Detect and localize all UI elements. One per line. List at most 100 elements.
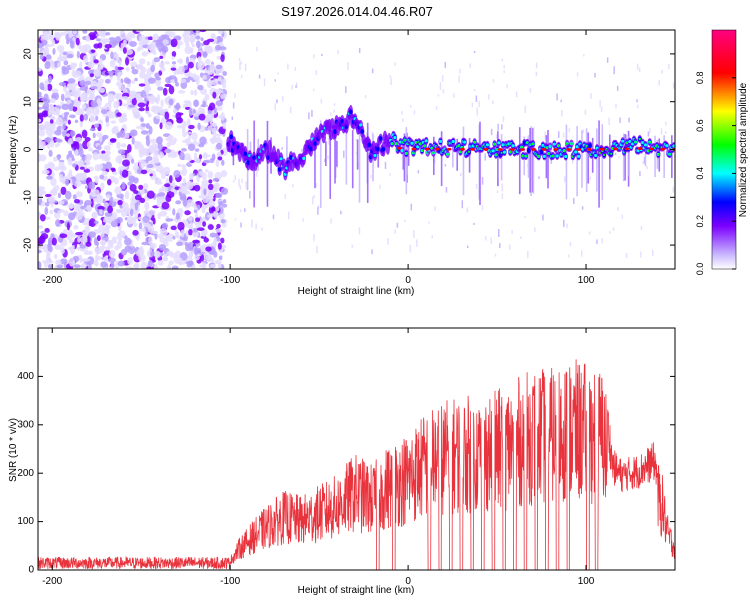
heatmap-signal-inner	[628, 140, 632, 144]
heatmap-signal-peak	[419, 142, 422, 145]
heatmap-signal-peak	[509, 150, 512, 154]
heatmap-faint-cell	[471, 102, 474, 108]
heatmap-noise-cell	[183, 121, 187, 128]
heatmap-signal-peak	[565, 142, 569, 145]
heatmap-noise-cell	[44, 137, 52, 143]
heatmap-faint-cell	[535, 71, 538, 77]
heatmap-noise-cell	[216, 136, 221, 144]
heatmap-faint-cell	[416, 239, 418, 247]
heatmap-noise-cell	[196, 227, 205, 231]
heatmap-noise-cell	[94, 254, 99, 263]
heatmap-noise-cell	[194, 148, 200, 152]
heatmap-noise-cell	[116, 99, 120, 108]
heatmap-noise-cell	[92, 107, 100, 117]
heatmap-noise-cell	[66, 83, 72, 89]
heatmap-noise-cell	[88, 181, 96, 190]
heatmap-noise-cell	[140, 169, 148, 175]
heatmap-peak-red	[446, 147, 452, 151]
heatmap-noise-cell	[171, 50, 177, 58]
heatmap-noise-cell	[79, 166, 85, 170]
heatmap-noise-cell	[125, 49, 134, 55]
heatmap-faint-cell	[473, 50, 476, 53]
heatmap-noise-cell	[177, 66, 181, 75]
heatmap-noise-cell	[163, 166, 171, 175]
heatmap-faint-cell	[625, 252, 628, 258]
heatmap-faint-cell	[466, 207, 469, 213]
heatmap-noise-cell	[176, 241, 183, 247]
heatmap-noise-cell	[89, 116, 96, 123]
heatmap-faint-cell	[506, 84, 508, 89]
heatmap-noise-cell	[197, 56, 202, 63]
heatmap-noise-cell	[187, 143, 196, 152]
heatmap-noise-cell	[57, 138, 63, 143]
heatmap-noise-cell	[82, 104, 86, 111]
colorbar: 0.0 0.2 0.4 0.6 0.8 Normalized spectral ampl…	[695, 29, 749, 275]
heatmap-noise-cell	[205, 169, 209, 173]
heatmap-faint-cell	[568, 128, 571, 133]
heatmap-faint-cell	[311, 196, 314, 205]
heatmap-noise-cell	[112, 198, 117, 202]
heatmap-noise-cell	[74, 119, 79, 124]
heatmap-signal-inner	[621, 139, 625, 143]
heatmap-noise-cell	[105, 121, 110, 128]
heatmap-noise-cell	[216, 55, 221, 60]
heatmap-noise-cell	[125, 67, 130, 72]
heatmap-noise-cell	[79, 61, 83, 70]
heatmap-faint-cell	[494, 253, 497, 257]
heatmap-signal-peak	[668, 153, 671, 156]
heatmap-noise-cell	[108, 114, 116, 119]
heatmap-signal-mid	[376, 146, 380, 152]
heatmap-faint-cell	[238, 57, 241, 62]
heatmap-noise-cell	[49, 139, 55, 148]
heatmap-faint-cell	[581, 206, 584, 210]
heatmap-noise-cell	[99, 174, 105, 180]
heatmap-noise-cell	[72, 194, 77, 200]
heatmap-noise-cell	[75, 231, 83, 236]
heatmap-noise-cell	[172, 208, 176, 216]
heatmap-faint-cell	[277, 72, 279, 75]
heatmap-faint-cell	[410, 203, 413, 211]
heatmap-streak	[596, 128, 598, 192]
heatmap-faint-cell	[316, 245, 318, 254]
heatmap-noise-cell	[167, 238, 173, 242]
heatmap-faint-cell	[357, 161, 360, 169]
heatmap-noise-cell	[158, 243, 167, 251]
heatmap-noise-cell	[213, 210, 219, 219]
heatmap-noise-cell	[140, 117, 144, 123]
heatmap-faint-cell	[501, 183, 504, 192]
heatmap-noise-cell	[222, 122, 227, 129]
heatmap-faint-cell	[347, 62, 349, 70]
heatmap-noise-cell	[38, 197, 42, 206]
heatmap-signal-peak	[570, 142, 573, 145]
heatmap-noise-cell	[42, 102, 50, 110]
heatmap-noise-cell	[84, 225, 91, 234]
heatmap-noise-cell	[72, 163, 77, 168]
heatmap-noise-cell	[94, 115, 99, 121]
heatmap-noise-cell	[70, 130, 75, 138]
heatmap-noise-cell	[39, 54, 44, 60]
heatmap-faint-cell	[628, 117, 630, 123]
heatmap-faint-cell	[660, 128, 663, 135]
heatmap-noise-cell	[60, 93, 65, 102]
heatmap-noise-cell	[47, 110, 51, 117]
heatmap-noise-cell	[105, 161, 112, 170]
heatmap-signal-inner	[451, 139, 455, 144]
heatmap-noise-cell	[159, 109, 165, 115]
heatmap-noise-cell	[153, 263, 158, 269]
heatmap-noise-cell	[218, 201, 224, 207]
heatmap-noise-cell	[67, 78, 76, 84]
heatmap-streak	[334, 132, 336, 184]
heatmap-noise-cell	[59, 233, 68, 239]
heatmap-faint-cell	[520, 236, 522, 239]
heatmap-noise-cell	[111, 126, 119, 134]
heatmap-faint-cell	[434, 156, 436, 164]
heatmap-faint-cell	[404, 219, 406, 222]
heatmap-noise-cell	[93, 123, 100, 128]
heatmap-faint-cell	[294, 66, 297, 71]
heatmap-noise-cell	[117, 260, 125, 267]
heatmap-noise-cell	[38, 106, 43, 111]
heatmap-faint-cell	[636, 99, 638, 103]
heatmap-faint-cell	[515, 91, 518, 98]
heatmap-faint-cell	[499, 243, 501, 249]
heatmap-faint-cell	[239, 185, 242, 190]
